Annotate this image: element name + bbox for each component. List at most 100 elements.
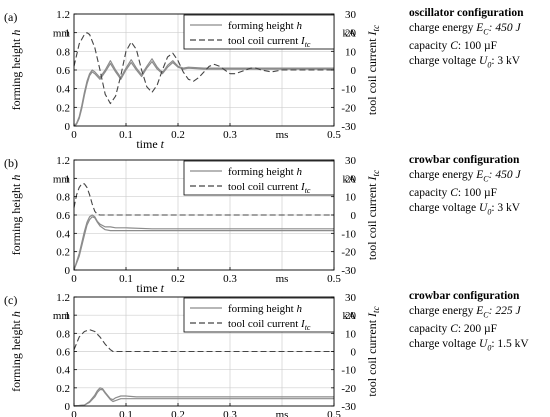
y-tick-label: 0.8 (56, 328, 70, 340)
legend-entry-1: tool coil current Itc (228, 181, 311, 195)
legend-entry-0: forming height h (228, 20, 302, 32)
x-axis-label: time t (136, 137, 164, 151)
y2-tick-label: -30 (341, 121, 356, 133)
y2-tick-label: 30 (345, 155, 357, 167)
legend-entry-1: tool coil current Itc (228, 35, 311, 49)
annotation-capacity: capacity C: 200 µF (409, 323, 498, 336)
legend: forming height h tool coil current Itc (183, 297, 335, 333)
y-tick-label: 1.2 (56, 292, 70, 304)
y-tick-label: 0.2 (56, 102, 70, 114)
panel-label: (a) (4, 10, 17, 24)
annotation-charge-voltage: charge voltage U0: 3 kV (409, 202, 521, 217)
y2-tick-label: 0 (351, 210, 357, 222)
y-axis-label: forming height h (9, 311, 23, 392)
chart-panel-a: 0 0.2 0.4 0.6 0.8 1 1.2 -30 -20 -10 0 10 20 30 0 0.1 0.2… (4, 9, 381, 151)
y-unit-label: mm (53, 310, 71, 322)
x-axis-label: time t (136, 281, 164, 295)
x-tick-label: 0 (71, 273, 77, 285)
y2-tick-label: 0 (351, 347, 357, 359)
legend-box (183, 14, 335, 50)
y2-unit-label: kA (343, 310, 357, 322)
annotation-charge-energy: charge energy EC: 450 J (409, 22, 521, 37)
x-tick-label: 0 (71, 129, 77, 141)
y2-tick-label: -30 (341, 265, 356, 277)
x-tick-label: 0.5 (327, 273, 341, 285)
y-tick-label: 0 (65, 265, 71, 277)
series-current-line-2 (73, 32, 334, 105)
annotation-charge-voltage: charge voltage U0: 3 kV (409, 55, 521, 70)
y-tick-label: 0 (65, 401, 71, 413)
y2-tick-label: 0 (351, 65, 357, 77)
y2-tick-label: -20 (341, 247, 356, 259)
annotation-charge-voltage: charge voltage U0: 1.5 kV (409, 338, 529, 353)
y-tick-label: 0.6 (56, 65, 70, 77)
y-tick-label: 0.2 (56, 383, 70, 395)
annotation-panel-a: oscillator configuration charge energy EC… (409, 6, 550, 73)
chart-panel-b: 0 0.2 0.4 0.6 0.8 1 1.2 -30 -20 -10 0 10 20 30 0 0.1 0.2… (4, 155, 381, 295)
y2-axis-label: tool coil current Itc (365, 25, 381, 115)
y-tick-label: 1 (65, 310, 71, 322)
annotation-title: crowbar configuration (409, 154, 520, 166)
y2-tick-label: 20 (345, 310, 357, 322)
x-unit-label: ms (276, 409, 289, 417)
annotation-capacity: capacity C: 100 µF (409, 40, 498, 53)
y-tick-label: 1.2 (56, 9, 70, 21)
y-tick-label: 0.6 (56, 210, 70, 222)
annotation-charge-energy: charge energy EC: 450 J (409, 169, 521, 184)
legend: forming height h tool coil current Itc (183, 14, 335, 50)
y2-axis-label: tool coil current Itc (365, 306, 381, 396)
y-axis-label: forming height h (9, 30, 23, 111)
y2-tick-label: -20 (341, 383, 356, 395)
y2-tick-label: -10 (341, 228, 356, 240)
y2-unit-label: kA (343, 28, 357, 40)
panel-label: (b) (4, 156, 18, 170)
series-height-line-0 (73, 58, 334, 127)
y-tick-label: 0.6 (56, 347, 70, 359)
y-tick-label: 0.4 (56, 228, 70, 240)
x-tick-label: 0.1 (119, 409, 133, 417)
y2-tick-label: -20 (341, 102, 356, 114)
x-tick-label: 0.5 (327, 129, 341, 141)
series-height-line-1 (73, 389, 334, 407)
y-tick-label: 1 (65, 173, 71, 185)
y-tick-label: 0.4 (56, 365, 70, 377)
x-tick-label: 0.2 (171, 409, 185, 417)
x-tick-label: 0.3 (223, 409, 237, 417)
y2-tick-label: 10 (345, 192, 357, 204)
x-unit-label: ms (276, 129, 289, 141)
y-unit-label: mm (53, 173, 71, 185)
y-tick-label: 1.2 (56, 155, 70, 167)
chart-panel-c: 0 0.2 0.4 0.6 0.8 1 1.2 -30 -20 -10 0 10 20 30 0 0.1 0.2… (4, 292, 381, 417)
panel-label: (c) (4, 293, 17, 307)
y-axis-label: forming height h (9, 175, 23, 256)
y2-unit-label: kA (343, 173, 357, 185)
x-tick-label: 0.5 (327, 409, 341, 417)
y-tick-label: 0 (65, 121, 71, 133)
legend-box (183, 160, 335, 196)
series-current-line-2 (73, 329, 334, 353)
y2-tick-label: 20 (345, 28, 357, 40)
series-height-line-0 (73, 214, 334, 271)
x-tick-label: 0.2 (171, 129, 185, 141)
y-tick-label: 0.4 (56, 84, 70, 96)
legend: forming height h tool coil current Itc (183, 160, 335, 196)
annotation-panel-b: crowbar configuration charge energy EC: 4… (409, 153, 550, 220)
x-tick-label: 0.3 (223, 129, 237, 141)
y-tick-label: 0.2 (56, 247, 70, 259)
series-height-line-1 (73, 60, 334, 127)
legend-entry-1: tool coil current Itc (228, 318, 311, 332)
x-unit-label: ms (276, 273, 289, 285)
y2-tick-label: 20 (345, 173, 357, 185)
y2-tick-label: 30 (345, 9, 357, 21)
x-tick-label: 0 (71, 409, 77, 417)
series-current-line-2 (73, 183, 334, 216)
series-height-line-0 (73, 387, 334, 407)
x-tick-label: 0.1 (119, 273, 133, 285)
y2-tick-label: 10 (345, 46, 357, 58)
x-tick-label: 0.1 (119, 129, 133, 141)
y2-axis-label: tool coil current Itc (365, 170, 381, 260)
annotation-title: crowbar configuration (409, 290, 520, 302)
y2-tick-label: 10 (345, 328, 357, 340)
annotation-capacity: capacity C: 100 µF (409, 187, 498, 200)
y-tick-label: 0.8 (56, 46, 70, 58)
